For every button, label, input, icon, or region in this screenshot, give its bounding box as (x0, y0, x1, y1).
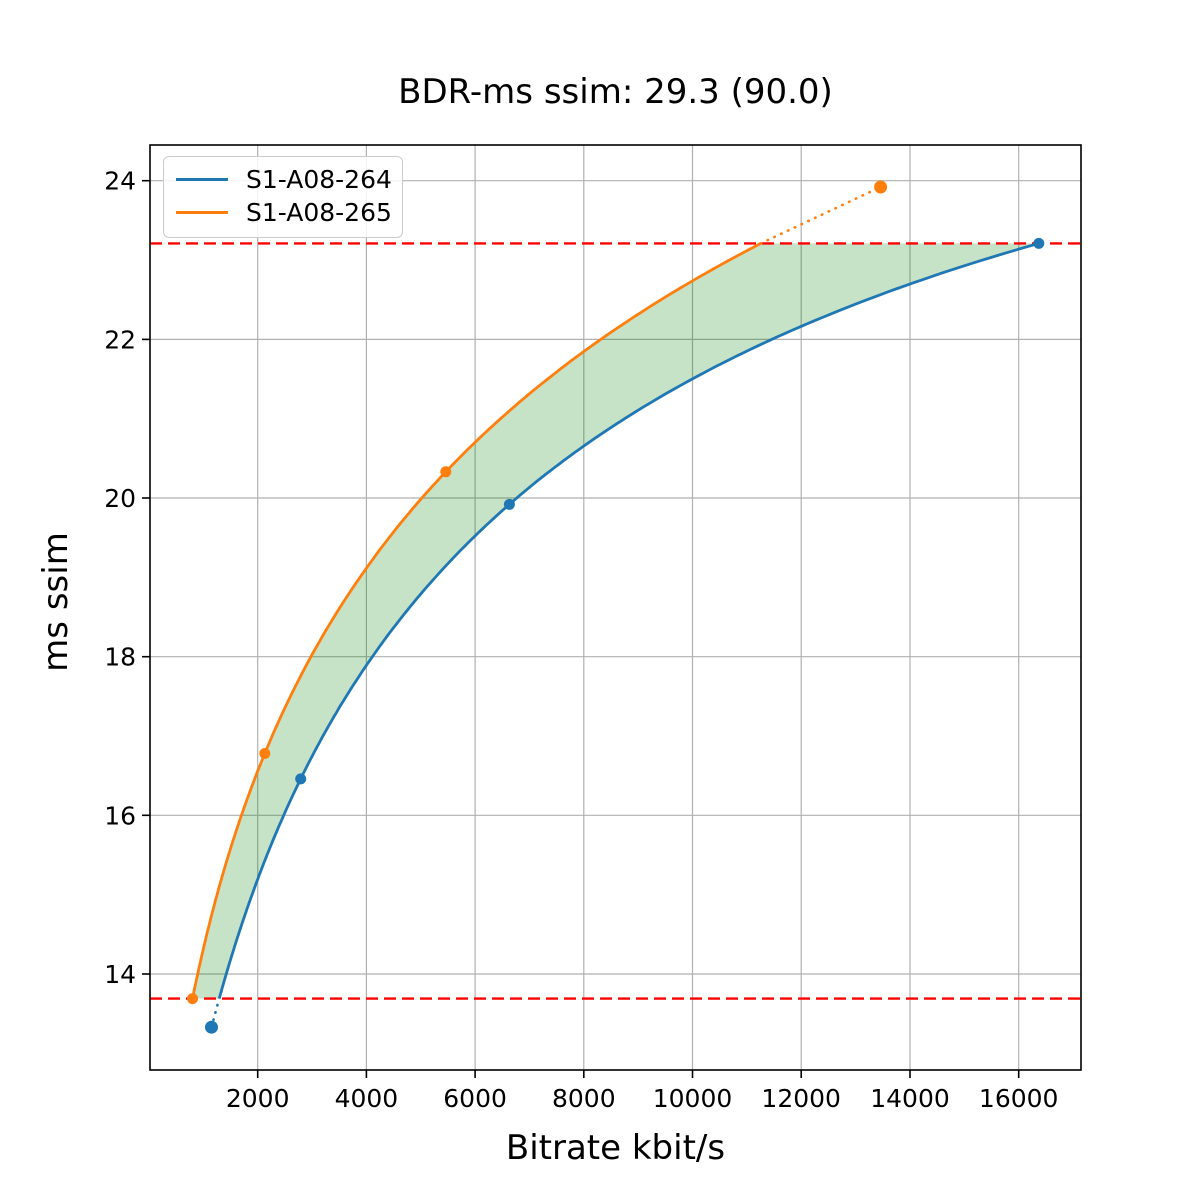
x-tick-label: 10000 (653, 1084, 733, 1113)
x-axis-label: Bitrate kbit/s (505, 1128, 726, 1168)
data-point (503, 498, 515, 510)
y-tick-label: 16 (104, 801, 136, 830)
y-tick-label: 20 (104, 484, 136, 513)
data-point (1033, 237, 1045, 249)
axes: 2000 4000 6000 8000 10000 12000 14000 16000 14 16… (104, 144, 1082, 1113)
data-point (440, 466, 452, 478)
shaded-band (192, 243, 1039, 999)
x-tick-label: 8000 (552, 1084, 616, 1113)
data-point (187, 993, 198, 1005)
legend-line-sample-264 (176, 177, 228, 182)
data-point (295, 773, 307, 785)
x-tick-label: 12000 (761, 1084, 841, 1113)
legend: S1-A08-264 S1-A08-265 (163, 156, 403, 238)
bd-bound-lines (150, 242, 1081, 1000)
grid (150, 145, 1081, 1070)
x-tick-label: 16000 (979, 1084, 1059, 1113)
data-point (205, 1020, 218, 1034)
x-tick-label: 6000 (443, 1084, 507, 1113)
legend-line-sample-265 (176, 210, 228, 215)
y-tick-label: 18 (104, 643, 136, 672)
chart-title: BDR-ms ssim: 29.3 (90.0) (398, 72, 833, 112)
data-point (259, 748, 271, 759)
data-point-markers (187, 180, 1045, 1034)
rd-curves (191, 242, 1040, 999)
curve-264 (217, 242, 1040, 999)
data-point (874, 180, 888, 194)
dotted-extensions (210, 185, 882, 1029)
legend-item: S1-A08-265 (176, 196, 402, 229)
y-tick-label: 14 (104, 960, 136, 989)
legend-item: S1-A08-264 (176, 163, 402, 196)
curve-265 (191, 242, 762, 999)
y-tick-label: 22 (104, 325, 136, 354)
legend-label: S1-A08-264 (246, 165, 392, 194)
x-tick-label: 4000 (335, 1084, 399, 1113)
y-tick-label: 24 (104, 167, 136, 196)
y-axis-label: ms ssim (36, 532, 76, 672)
x-tick-label: 2000 (226, 1084, 290, 1113)
x-tick-label: 14000 (870, 1084, 950, 1113)
legend-label: S1-A08-265 (246, 198, 392, 227)
